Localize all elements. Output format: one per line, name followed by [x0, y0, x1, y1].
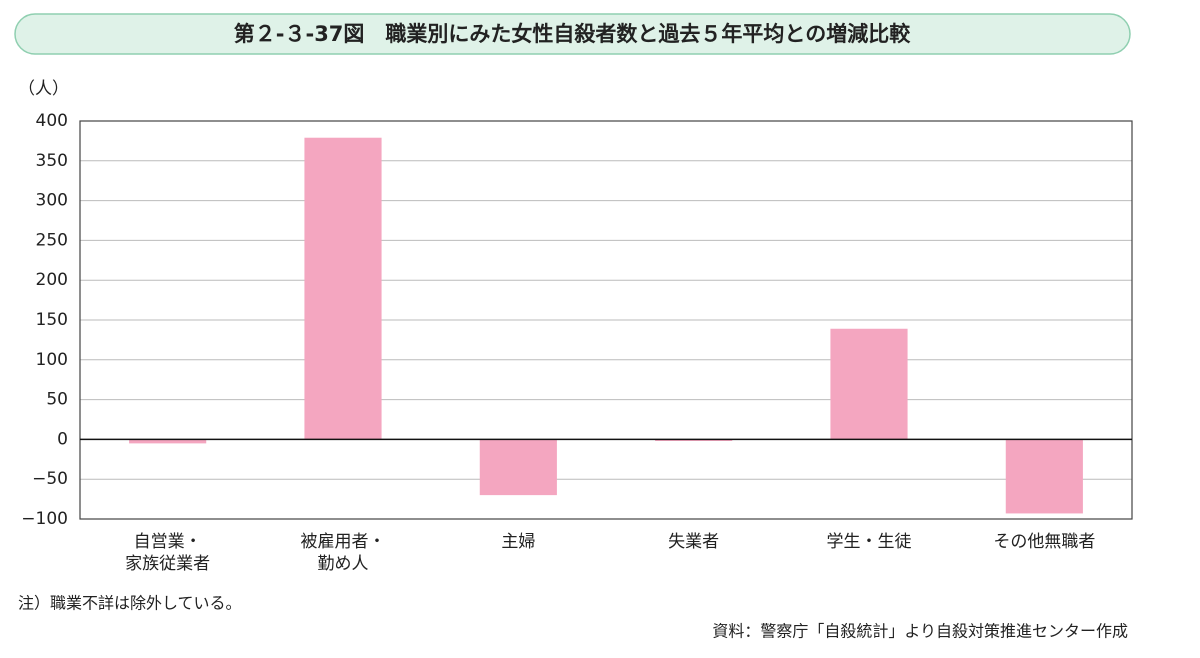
chart-title: 第２-３-37図 職業別にみた女性自殺者数と過去５年平均との増減比較 [234, 22, 911, 46]
y-tick-label: 50 [46, 390, 68, 410]
bar [1005, 439, 1083, 514]
note: 注）職業不詳は除外している。 [18, 594, 242, 613]
y-tick-label: −100 [21, 509, 68, 529]
y-tick-label: 0 [57, 429, 68, 449]
bar [830, 328, 908, 440]
x-tick-label: 被雇用者・ 勤め人 [300, 532, 386, 574]
x-tick-label: 自営業・ 家族従業者 [125, 532, 211, 574]
source: 資料：警察庁「自殺統計」より自殺対策推進センター作成 [712, 622, 1128, 641]
y-axis-label: （人） [18, 79, 69, 99]
x-tick-label: その他無職者 [993, 532, 1096, 552]
title-box [14, 13, 1131, 55]
bar [479, 439, 557, 496]
y-tick-label: 350 [36, 151, 68, 171]
x-tick-label: 失業者 [668, 532, 720, 552]
bar [655, 439, 733, 441]
x-tick-label: 学生・生徒 [826, 532, 912, 552]
y-tick-label: 100 [36, 350, 68, 370]
bar [129, 439, 207, 444]
plot-frame [79, 120, 1133, 520]
y-tick-label: 200 [36, 270, 68, 290]
y-tick-label: −50 [32, 469, 68, 489]
y-tick-label: 400 [36, 111, 68, 131]
x-tick-label: 主婦 [501, 532, 536, 552]
y-tick-label: 150 [36, 310, 68, 330]
bar [304, 137, 382, 440]
y-tick-label: 300 [36, 191, 68, 211]
y-tick-label: 250 [36, 230, 68, 250]
